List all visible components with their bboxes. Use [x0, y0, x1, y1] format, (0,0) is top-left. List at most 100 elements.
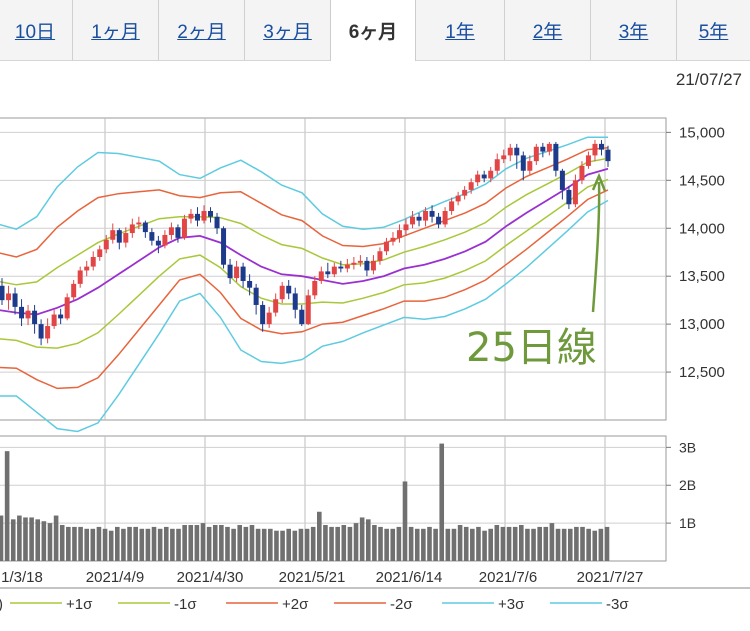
ma25-annotation: 25日線: [466, 172, 607, 371]
volume-bar: [0, 515, 4, 561]
candle-body: [253, 287, 259, 305]
candle-body: [455, 195, 461, 202]
volume-bar: [115, 526, 120, 561]
candle-body: [214, 216, 220, 229]
date-tick-label: 2021/6/14: [376, 569, 443, 586]
tab-2m[interactable]: 2ヶ月: [158, 0, 244, 60]
volume-tick-label: 2B: [679, 477, 696, 493]
volume-bar: [108, 530, 114, 561]
volume-bar: [170, 528, 175, 561]
candle-body: [338, 266, 344, 269]
candle-body: [312, 280, 318, 296]
tab-5y[interactable]: 5年: [676, 0, 750, 60]
volume-bar: [286, 528, 291, 561]
candle-body: [227, 264, 233, 279]
volume-bar: [145, 528, 151, 561]
legend-label: +2σ: [282, 596, 309, 613]
volume-bar: [574, 526, 579, 561]
tab-10d[interactable]: 10日: [14, 21, 56, 43]
candle-body: [370, 260, 376, 271]
volume-bar: [163, 526, 169, 561]
volume-bar: [592, 530, 598, 561]
price-tick-label: 14,000: [679, 220, 725, 237]
period-tab-bar: 10日 1ヶ月 2ヶ月 3ヶ月 6ヶ月 1年 2年 3年 5年: [0, 0, 750, 61]
volume-bar: [261, 528, 267, 561]
tab-2y[interactable]: 2年: [504, 0, 590, 60]
candle-body: [598, 143, 604, 150]
ma25-annotation-label: 25日線: [466, 325, 597, 371]
volume-bar: [457, 525, 463, 561]
candle-body: [188, 213, 194, 219]
volume-bar: [512, 526, 518, 561]
volume-bar: [525, 528, 530, 561]
volume-bar: [421, 528, 426, 561]
volume-bar: [237, 525, 243, 561]
volume-bar: [243, 526, 249, 561]
candle-body: [553, 143, 559, 171]
volume-bar: [249, 525, 255, 561]
volume-bar: [433, 528, 438, 561]
volume-bar: [59, 525, 65, 561]
tab-6m[interactable]: 6ヶ月: [330, 0, 416, 61]
candle-body: [592, 143, 598, 156]
volume-bar: [470, 528, 475, 561]
candle-body: [6, 293, 12, 301]
candle-body: [12, 293, 18, 307]
ma25-line: [0, 167, 609, 316]
candle-body: [396, 230, 402, 238]
volume-bar: [482, 530, 487, 561]
volume-bar: [549, 523, 555, 561]
date-tick-label: 1/3/18: [1, 569, 43, 586]
price-tick-label: 12,500: [679, 364, 725, 381]
candle-body: [403, 224, 409, 231]
candle-body: [142, 222, 148, 233]
volume-bar: [66, 526, 71, 561]
volume-bar: [84, 528, 89, 561]
candle-body: [540, 146, 546, 152]
candle-body: [579, 165, 585, 181]
candle-body: [325, 271, 331, 275]
volume-bar: [347, 526, 353, 561]
ma25-annotation-arrowhead: [591, 172, 607, 192]
volume-bar: [323, 525, 328, 561]
volume-bar: [451, 528, 457, 561]
candle-body: [410, 216, 416, 225]
volume-bar: [280, 530, 285, 561]
price-tick-label: 14,500: [679, 172, 725, 189]
volume-bar: [121, 528, 126, 561]
tab-1m[interactable]: 1ヶ月: [72, 0, 158, 60]
volume-bar: [378, 526, 383, 561]
volume-tick-label: 1B: [679, 515, 696, 531]
candle-body: [494, 159, 500, 171]
volume-bar: [519, 525, 524, 561]
candle-body: [423, 210, 429, 221]
price-tick-label: 13,500: [679, 268, 725, 285]
candle-body: [442, 210, 448, 225]
candle-body: [0, 285, 5, 301]
volume-bar: [188, 525, 194, 561]
volume-bar: [157, 528, 163, 561]
candle-body: [566, 189, 572, 205]
volume-bar: [531, 528, 536, 561]
candle-body: [129, 224, 135, 234]
volume-bar: [365, 519, 371, 561]
candle-body: [377, 251, 383, 261]
volume-bar: [396, 526, 402, 561]
candle-body: [123, 233, 129, 243]
volume-bar: [292, 530, 298, 561]
volume-bar: [255, 528, 261, 561]
date-tick-label: 2021/5/21: [279, 569, 346, 586]
tab-3y[interactable]: 3年: [590, 0, 676, 60]
candle-body: [58, 314, 64, 319]
bollinger-bands: [0, 136, 609, 433]
candle-body: [149, 232, 155, 241]
volume-bar: [463, 526, 469, 561]
tab-3m[interactable]: 3ヶ月: [244, 0, 330, 60]
candle-body: [507, 147, 513, 156]
volume-bar: [194, 525, 200, 561]
legend-label: +3σ: [498, 596, 525, 613]
volume-bar: [102, 528, 108, 561]
candle-body: [429, 210, 435, 217]
tab-1y[interactable]: 1年: [445, 21, 475, 43]
candle-body: [155, 240, 161, 246]
